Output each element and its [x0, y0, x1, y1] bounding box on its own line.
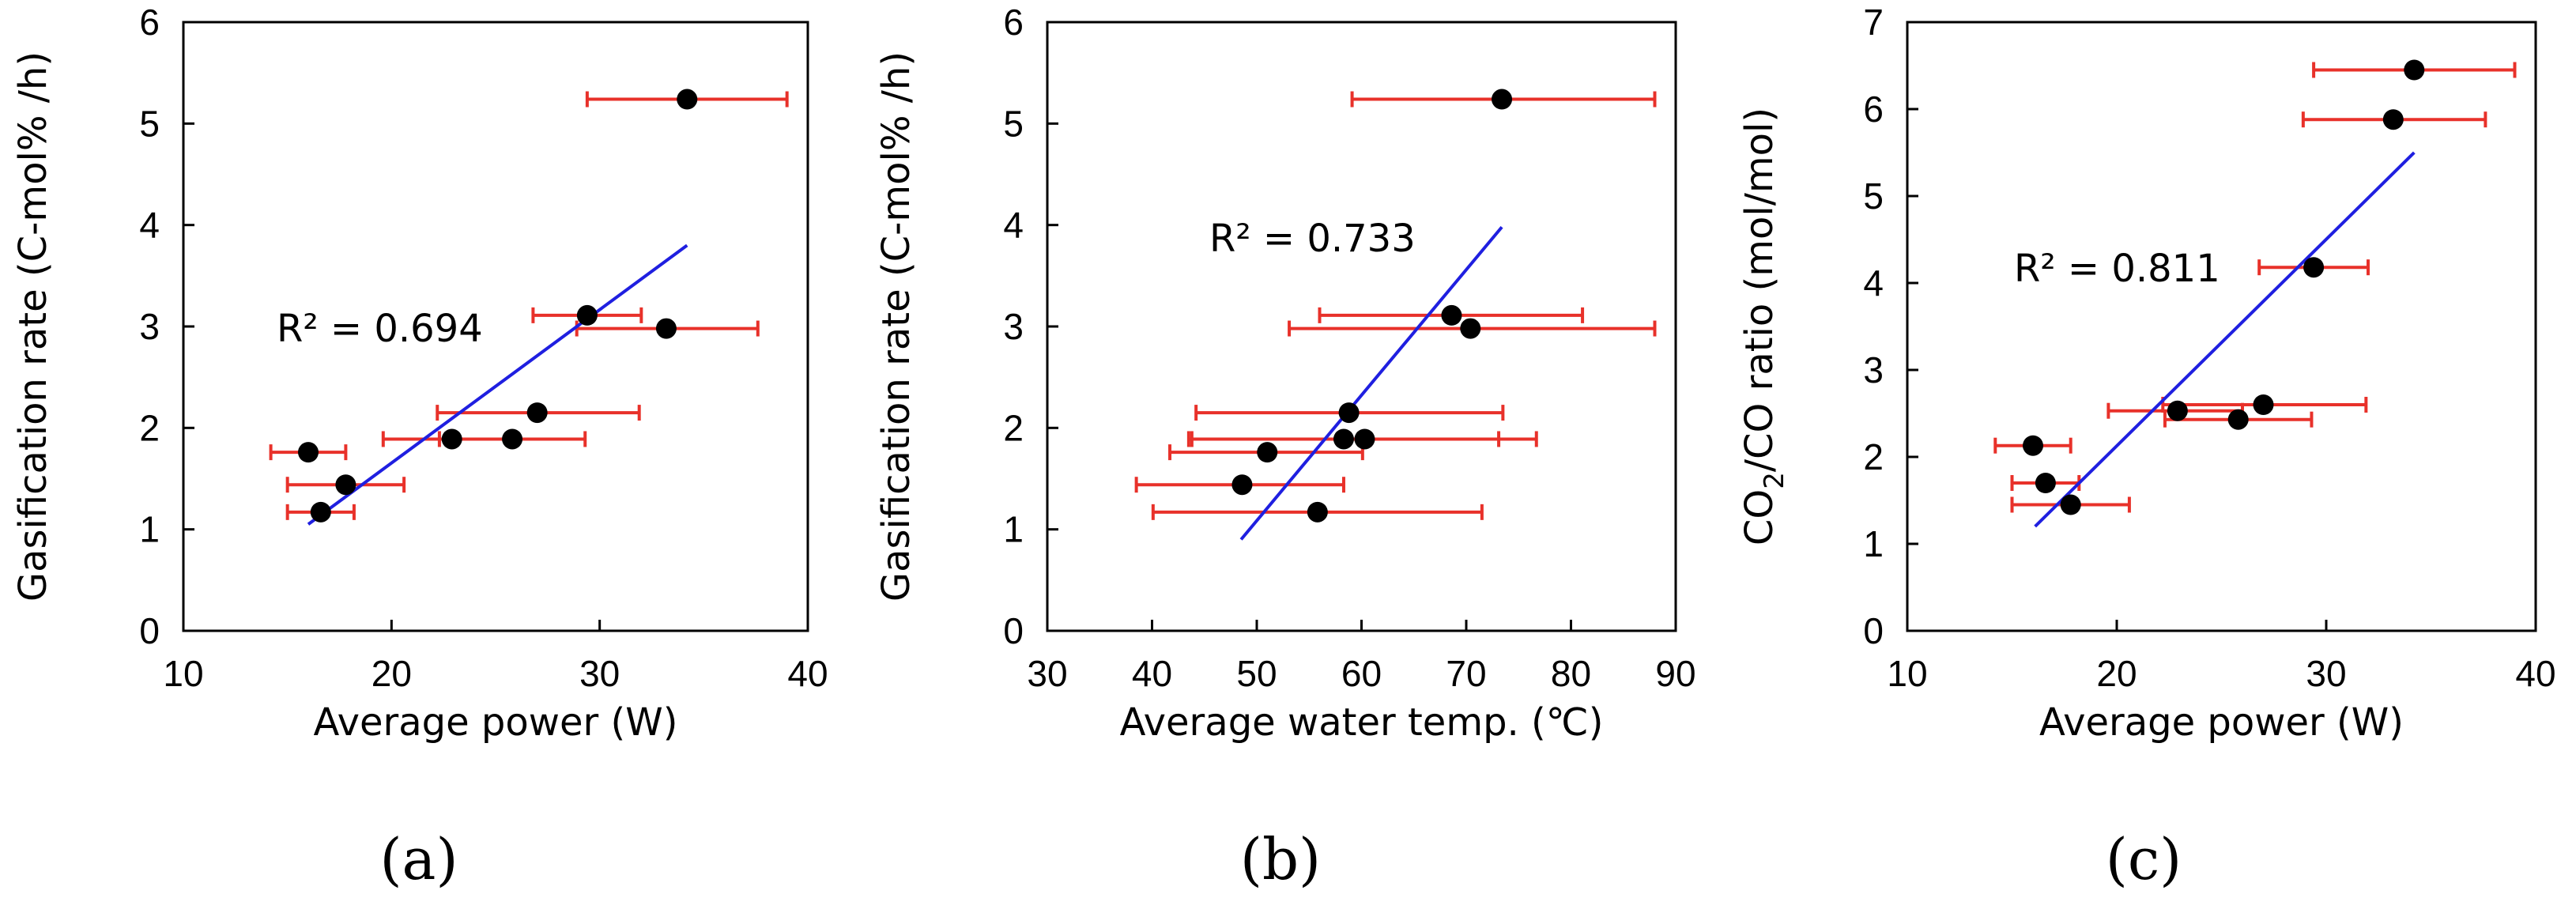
y-axis-title-part: Gasification rate (C-mol% /h) [11, 51, 55, 602]
data-point-4 [2167, 400, 2188, 421]
x-tick-label: 20 [372, 653, 412, 694]
y-tick-label: 7 [1863, 2, 1884, 43]
y-tick-label: 6 [1863, 89, 1884, 130]
y-tick-label: 3 [1003, 306, 1024, 347]
x-axis-title: Average water temp. (℃) [1120, 700, 1604, 745]
y-tick-label: 4 [139, 205, 160, 246]
data-point-6 [1354, 428, 1375, 450]
data-point-4 [1333, 428, 1354, 450]
y-tick-label: 2 [139, 407, 160, 448]
y-tick-label: 3 [139, 306, 160, 347]
y-tick-label: 3 [1863, 349, 1884, 390]
data-point-1 [2023, 435, 2043, 456]
y-tick-label: 0 [1863, 610, 1884, 651]
x-tick-label: 90 [1655, 653, 1695, 694]
data-point-1 [298, 442, 319, 463]
y-axis-title-part: Gasification rate (C-mol% /h) [874, 51, 918, 602]
x-tick-label: 70 [1446, 653, 1486, 694]
data-point-8 [2382, 109, 2404, 130]
data-point-9 [1492, 89, 1513, 110]
data-point-3 [2060, 494, 2081, 515]
y-axis-title: Gasification rate (C-mol% /h) [874, 51, 918, 602]
data-point-1 [1231, 474, 1253, 496]
regression-line [1239, 225, 1503, 541]
r-squared-annotation: R² = 0.733 [1209, 217, 1416, 261]
data-point-3 [335, 474, 356, 496]
x-tick-label: 20 [2096, 653, 2137, 694]
y-tick-label: 0 [1003, 610, 1024, 651]
y-tick-label: 6 [139, 2, 160, 43]
x-tick-label: 30 [2306, 653, 2346, 694]
data-point-2 [310, 501, 331, 523]
plot-frame [1046, 21, 1677, 632]
x-tick-label: 30 [579, 653, 620, 694]
y-tick-label: 6 [1003, 2, 1024, 43]
x-tick-label: 10 [163, 653, 203, 694]
x-tick-label: 50 [1236, 653, 1277, 694]
data-point-7 [1441, 304, 1462, 326]
data-point-7 [576, 304, 598, 326]
regression-line [2034, 151, 2416, 528]
data-point-9 [677, 89, 698, 110]
r-squared-annotation: R² = 0.694 [277, 307, 483, 351]
x-axis-title: Average power (W) [314, 700, 678, 745]
data-point-6 [526, 402, 548, 424]
y-axis-title: CO2/CO ratio (mol/mol) [1737, 108, 1790, 545]
panel-label: (c) [2106, 826, 2182, 892]
panel-label: (a) [379, 826, 458, 892]
y-tick-label: 2 [1863, 436, 1884, 477]
x-tick-label: 40 [1132, 653, 1172, 694]
data-point-7 [2303, 257, 2325, 278]
chart-panel-1: 10 20 30 40 0 1 2 3 4 5 6 Average power (W) Gasifica… [11, 2, 828, 892]
data-point-2 [2035, 473, 2056, 493]
r-squared-annotation: R² = 0.811 [2014, 247, 2220, 291]
data-point-6 [2253, 394, 2274, 415]
y-tick-label: 1 [1863, 523, 1884, 564]
panel-label: (b) [1240, 826, 1321, 892]
y-axis-title-part: /CO ratio (mol/mol) [1737, 108, 1782, 472]
y-tick-label: 0 [139, 610, 160, 651]
y-tick-label: 1 [139, 509, 160, 550]
x-tick-label: 40 [787, 653, 828, 694]
x-tick-label: 10 [1887, 653, 1927, 694]
y-tick-label: 1 [1003, 509, 1024, 550]
data-point-8 [1460, 318, 1481, 339]
y-tick-label: 5 [1003, 103, 1024, 144]
y-tick-label: 5 [139, 103, 160, 144]
data-point-8 [655, 318, 677, 339]
data-point-4 [441, 428, 462, 450]
regression-line [307, 243, 688, 526]
x-tick-label: 40 [2515, 653, 2555, 694]
data-point-5 [2227, 409, 2249, 430]
data-point-5 [1338, 402, 1360, 424]
x-tick-label: 80 [1551, 653, 1591, 694]
data-point-9 [2404, 59, 2425, 81]
x-axis-title: Average power (W) [2039, 700, 2404, 745]
plot-frame [1906, 21, 2537, 632]
chart-panel-2: 30 40 50 60 70 80 90 0 1 2 3 4 5 6 Average water temp.… [874, 2, 1696, 892]
data-point-3 [1307, 501, 1328, 523]
data-point-5 [502, 428, 523, 450]
y-tick-label: 4 [1863, 262, 1884, 304]
y-tick-label: 2 [1003, 407, 1024, 448]
y-axis-title: Gasification rate (C-mol% /h) [11, 51, 55, 602]
x-tick-label: 30 [1027, 653, 1067, 694]
x-tick-label: 60 [1341, 653, 1382, 694]
data-point-2 [1257, 442, 1278, 463]
y-axis-title-part: CO [1737, 489, 1782, 545]
y-tick-label: 5 [1863, 175, 1884, 217]
y-tick-label: 4 [1003, 205, 1024, 246]
y-axis-title-subscript: 2 [1759, 472, 1790, 489]
